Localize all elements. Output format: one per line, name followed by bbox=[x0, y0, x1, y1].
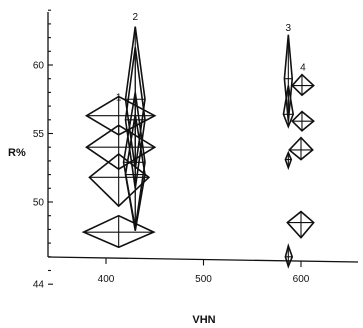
data-diamond bbox=[291, 73, 315, 97]
annotation-label: 2 bbox=[132, 12, 138, 23]
y-tick-label: 60 bbox=[33, 61, 45, 72]
x-axis-line bbox=[47, 256, 359, 263]
y-tick-label: 55 bbox=[33, 129, 45, 140]
y-tick-label: 44 bbox=[33, 280, 45, 291]
x-tick-label: 400 bbox=[98, 274, 115, 285]
y-tick-label: 50 bbox=[33, 198, 45, 209]
data-marks bbox=[81, 26, 315, 269]
annotation-label: 1 bbox=[116, 93, 122, 104]
annotations: 1 2 3 4 bbox=[116, 12, 306, 104]
annotation-label: 3 bbox=[286, 23, 292, 34]
x-tick-label: 500 bbox=[195, 274, 212, 285]
tick-labels: 44 50 55 60 400 500 600 bbox=[33, 61, 310, 291]
x-tick-label: 600 bbox=[293, 274, 310, 285]
x-axis-label: VHN bbox=[192, 314, 215, 326]
annotation-label: 4 bbox=[300, 62, 306, 73]
y-axis-label: R% bbox=[8, 147, 26, 159]
ticks bbox=[48, 9, 302, 285]
